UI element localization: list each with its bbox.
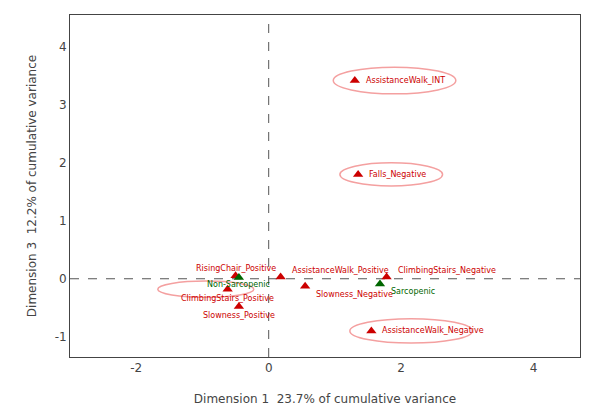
svg-text:-1: -1 <box>55 330 67 344</box>
svg-text:1: 1 <box>59 214 67 228</box>
svg-text:2: 2 <box>397 361 405 375</box>
svg-text:3: 3 <box>59 98 67 112</box>
svg-text:Sarcopenic: Sarcopenic <box>391 287 435 296</box>
svg-text:AssistanceWalk_Negative: AssistanceWalk_Negative <box>382 326 484 335</box>
svg-text:Falls_Negative: Falls_Negative <box>369 170 426 179</box>
svg-text:Dimension 1 23.7% of cumulati: Dimension 1 23.7% of cumulative variance <box>194 392 456 406</box>
svg-text:AssistanceWalk_Positive: AssistanceWalk_Positive <box>292 266 389 275</box>
svg-text:Slowness_Positive: Slowness_Positive <box>203 311 275 320</box>
svg-text:ClimbingStairs_Negative: ClimbingStairs_Negative <box>398 266 496 275</box>
svg-text:Dimension 3 12.2% of cumulati: Dimension 3 12.2% of cumulative variance <box>25 55 39 317</box>
svg-text:Slowness_Negative: Slowness_Negative <box>316 290 393 299</box>
svg-text:Non-Sarcopenic: Non-Sarcopenic <box>207 280 270 289</box>
svg-text:0: 0 <box>59 272 67 286</box>
svg-text:0: 0 <box>265 361 273 375</box>
svg-text:RisingChair_Positive: RisingChair_Positive <box>196 264 276 273</box>
svg-text:4: 4 <box>530 361 538 375</box>
svg-text:2: 2 <box>59 156 67 170</box>
svg-text:ClimbingStairs_Positive: ClimbingStairs_Positive <box>181 294 274 303</box>
svg-text:AssistanceWalk_INT: AssistanceWalk_INT <box>366 76 445 85</box>
svg-text:4: 4 <box>59 40 67 54</box>
svg-text:-2: -2 <box>130 361 142 375</box>
